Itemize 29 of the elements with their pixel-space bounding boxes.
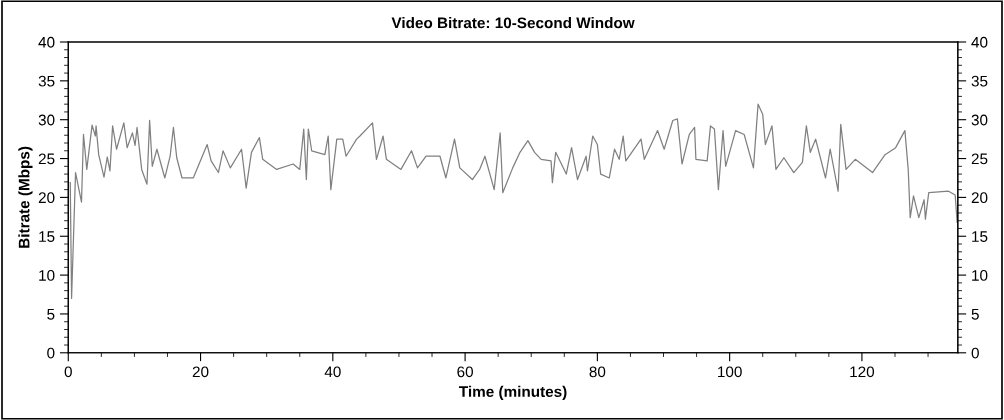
y2-tick-label: 35 [971, 75, 988, 87]
x-tick-label: 20 [192, 366, 209, 378]
y-tick-label: 20 [38, 192, 55, 204]
x-tick-label: 40 [324, 366, 341, 378]
y2-tick-label: 20 [971, 192, 988, 204]
x-tick-label: 120 [850, 366, 875, 378]
y-axis-title: Bitrate (Mbps) [18, 146, 33, 248]
y-tick-label: 0 [47, 347, 55, 359]
y2-tick-label: 15 [972, 231, 988, 242]
line-series [69, 103, 958, 300]
y-tick-label: 35 [38, 75, 55, 87]
y2-tick-label: 40 [971, 36, 988, 48]
y-tick-label: 40 [38, 36, 55, 48]
y2-tick-label: 0 [971, 347, 979, 359]
y-tick-label: 15 [39, 231, 55, 242]
y2-tick-label: 10 [972, 269, 988, 281]
y2-tick-label: 5 [971, 308, 979, 320]
x-tick-label: 0 [64, 366, 72, 378]
y-tick-label: 10 [39, 269, 55, 281]
x-tick-label: 60 [457, 366, 473, 378]
x-axis-title: Time (minutes) [459, 385, 567, 401]
y-tick-label: 30 [38, 114, 55, 126]
y2-tick-label: 30 [971, 114, 988, 126]
chart-title: Video Bitrate: 10-Second Window [391, 17, 635, 29]
x-tick-label: 100 [718, 366, 742, 378]
y-tick-label: 25 [38, 153, 55, 165]
y2-tick-label: 25 [971, 153, 988, 165]
x-tick-label: 80 [589, 366, 606, 378]
y-tick-label: 5 [47, 308, 55, 320]
